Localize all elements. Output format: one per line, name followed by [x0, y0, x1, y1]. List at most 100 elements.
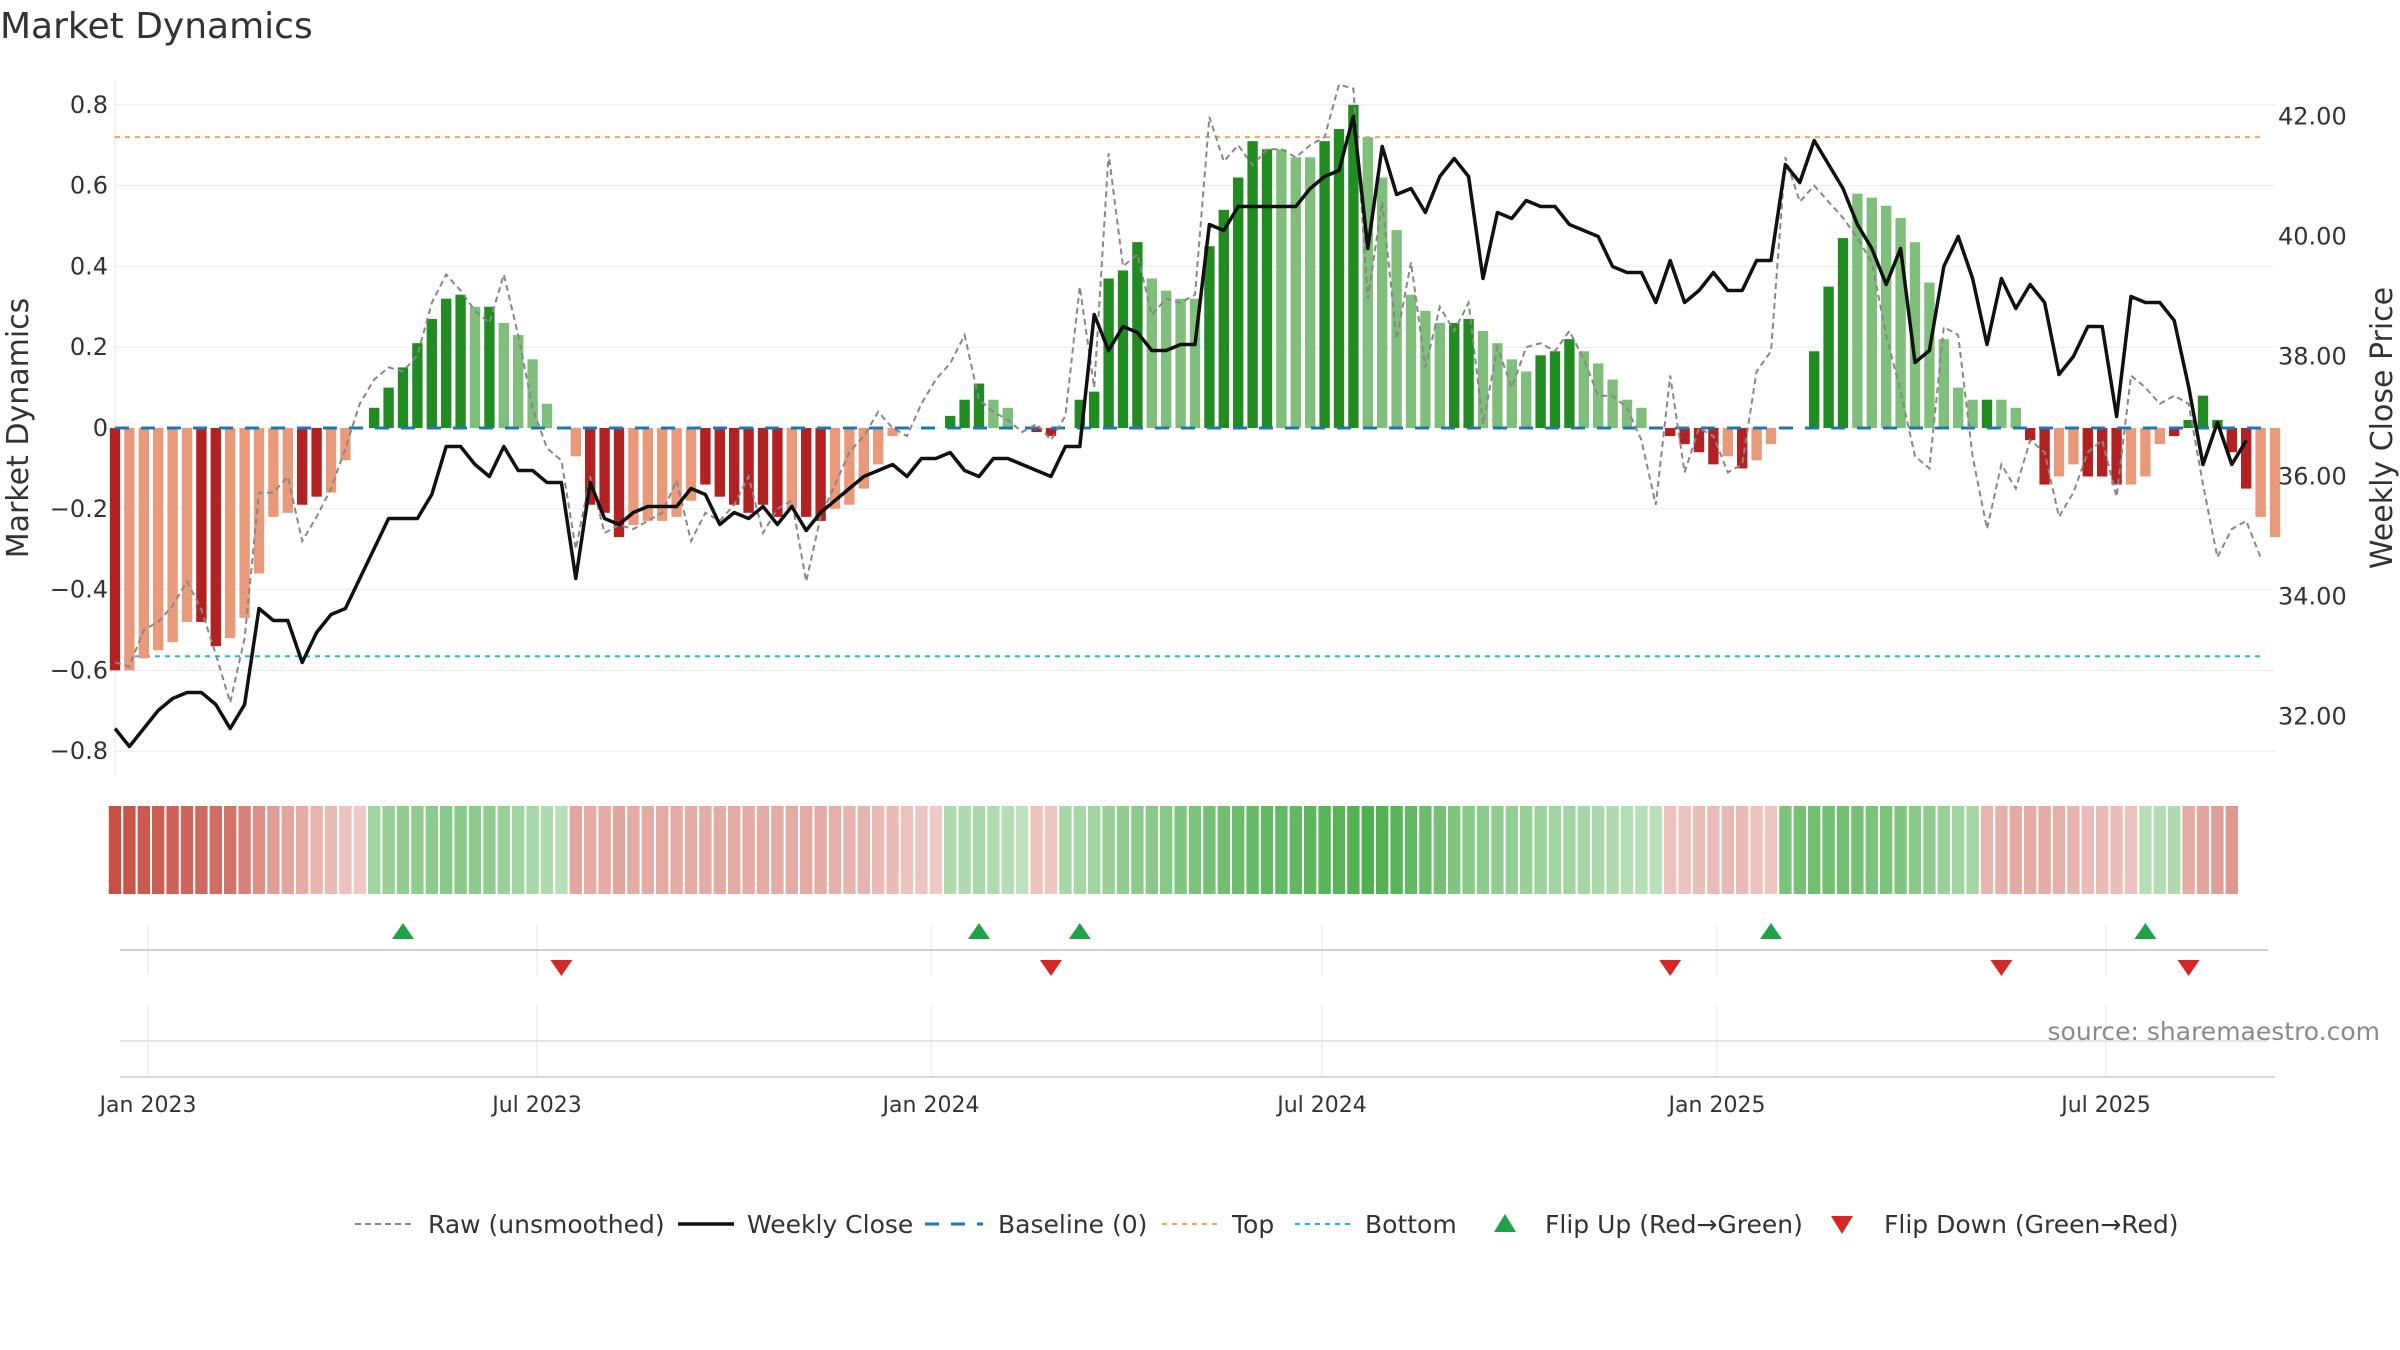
strength-bar — [786, 428, 797, 509]
regime-cell — [267, 806, 280, 894]
strength-bar — [2169, 428, 2180, 437]
strength-bar — [1708, 428, 1719, 465]
strength-bar — [225, 428, 236, 639]
regime-cell — [857, 806, 870, 894]
regime-cell — [224, 806, 237, 894]
regime-cell — [1462, 806, 1475, 894]
strength-bar — [484, 306, 495, 428]
strength-bar — [858, 428, 869, 489]
strength-bar — [1578, 351, 1589, 428]
regime-cell — [2139, 806, 2152, 894]
regime-cell — [670, 806, 683, 894]
regime-cell — [1260, 806, 1274, 894]
regime-cell — [1995, 806, 2008, 894]
regime-cell — [843, 806, 856, 894]
strength-bar — [2226, 428, 2237, 453]
regime-cell — [1966, 806, 1979, 894]
flip-up-marker — [968, 923, 990, 939]
legend-label: Weekly Close — [747, 1210, 913, 1239]
regime-cell — [2110, 806, 2123, 894]
strength-bar — [1665, 428, 1676, 437]
legend-flip-down-swatch — [1831, 1216, 1853, 1234]
strength-bar — [1031, 428, 1042, 433]
strength-bar — [297, 428, 308, 505]
flip-down-marker — [1040, 960, 1062, 976]
strength-bar — [153, 428, 164, 651]
strength-bar — [498, 322, 509, 428]
strength-bar — [1377, 177, 1388, 428]
regime-cell — [713, 806, 726, 894]
strength-bar — [1837, 238, 1849, 428]
regime-cell — [324, 806, 338, 894]
strength-bar — [1463, 318, 1474, 428]
strength-bar — [1189, 298, 1201, 428]
x-tick-label: Jan 2023 — [98, 1093, 197, 1118]
legend-flip-up-swatch — [1494, 1214, 1516, 1232]
regime-cell — [238, 806, 251, 894]
regime-cell — [1059, 806, 1072, 894]
regime-cell — [396, 806, 410, 894]
regime-cell — [1779, 806, 1792, 894]
regime-cell — [1073, 806, 1086, 894]
regime-cell — [1332, 806, 1346, 894]
regime-cell — [180, 806, 194, 894]
series-lines — [113, 83, 2265, 749]
strength-bar — [2183, 419, 2194, 428]
y-tick-label: 0.2 — [70, 333, 108, 361]
strength-bar — [1420, 310, 1431, 428]
strength-bar — [1593, 363, 1604, 428]
source-note: source: sharemaestro.com — [2048, 1017, 2381, 1046]
regime-cell — [1577, 806, 1590, 894]
strength-bar — [1233, 177, 1244, 428]
strength-bar — [513, 335, 524, 428]
regime-cell — [483, 806, 496, 894]
strength-bar — [1074, 399, 1085, 428]
regime-cell — [569, 806, 582, 894]
raw-series-line — [114, 83, 2262, 707]
regime-cell — [310, 806, 323, 894]
strength-bar — [599, 428, 610, 513]
regime-cell — [800, 806, 813, 894]
flip-panel — [120, 923, 2275, 1078]
strength-bar — [1895, 217, 1906, 428]
regime-cell — [900, 806, 914, 894]
regime-cell — [1145, 806, 1158, 894]
regime-cell — [656, 806, 669, 894]
strength-bar — [2039, 428, 2050, 485]
strength-bar — [325, 428, 337, 493]
strength-bar — [1247, 141, 1258, 428]
strength-bar — [1175, 298, 1186, 428]
regime-cell — [929, 806, 942, 894]
regime-cell — [555, 806, 568, 894]
regime-cell — [281, 806, 294, 894]
strength-bar — [1305, 157, 1316, 428]
regime-cell — [872, 806, 885, 894]
strength-bar — [340, 428, 351, 461]
chart-title: Market Dynamics — [0, 6, 313, 47]
strength-bar — [1333, 129, 1345, 429]
y2-tick-label: 38.00 — [2278, 343, 2347, 371]
regime-cell — [454, 806, 467, 894]
strength-bar — [1679, 428, 1690, 445]
regime-cell — [1088, 806, 1101, 894]
regime-cell — [152, 806, 165, 894]
legend-label: Flip Down (Green→Red) — [1884, 1210, 2179, 1239]
regime-cell — [468, 806, 482, 894]
regime-cell — [699, 806, 712, 894]
regime-cell — [411, 806, 424, 894]
strength-bar — [1348, 104, 1359, 429]
flip-up-marker — [392, 923, 414, 939]
strength-bar — [2241, 428, 2252, 489]
strength-bar — [1607, 379, 1618, 428]
y2-tick-labels: 42.00 40.00 38.00 36.00 34.00 32.00 — [2278, 103, 2347, 731]
flip-down-marker — [2177, 960, 2200, 976]
regime-cell — [1160, 806, 1173, 894]
regime-cell — [944, 806, 957, 894]
regime-cell — [368, 806, 381, 894]
legend-label: Baseline (0) — [998, 1210, 1147, 1239]
strength-bar — [1103, 278, 1114, 428]
regime-cell — [1534, 806, 1547, 894]
strength-bar — [945, 415, 956, 428]
x-tick-label: Jul 2025 — [2059, 1093, 2151, 1118]
regime-cell — [2182, 806, 2195, 894]
